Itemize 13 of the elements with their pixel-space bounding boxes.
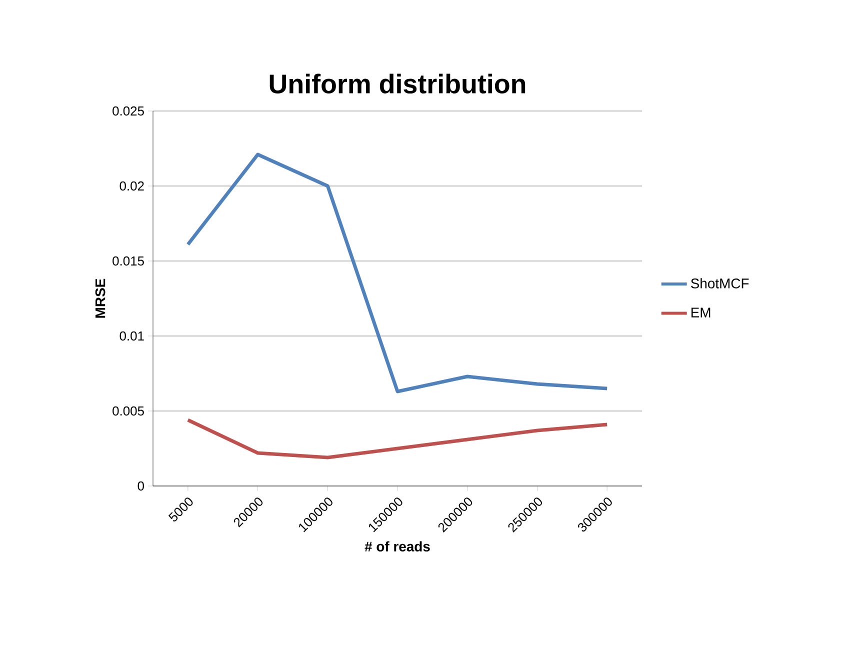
y-tick-label: 0.02 bbox=[120, 181, 144, 191]
chart-title: Uniform distribution bbox=[270, 74, 526, 94]
line-series bbox=[186, 418, 609, 460]
y-tick-label: 0.015 bbox=[112, 256, 144, 266]
y-tick-label: 0 bbox=[138, 481, 144, 491]
x-axis-title: # of reads bbox=[364, 541, 430, 552]
line-series bbox=[186, 152, 609, 394]
legend-label: EM bbox=[691, 308, 710, 318]
y-tick-label: 0.005 bbox=[112, 406, 144, 416]
legend-label: ShotMCF bbox=[690, 278, 749, 288]
y-tick-label: 0.01 bbox=[120, 331, 144, 341]
y-tick-label: 0.025 bbox=[112, 106, 144, 116]
y-axis-title: MRSE bbox=[95, 278, 106, 318]
